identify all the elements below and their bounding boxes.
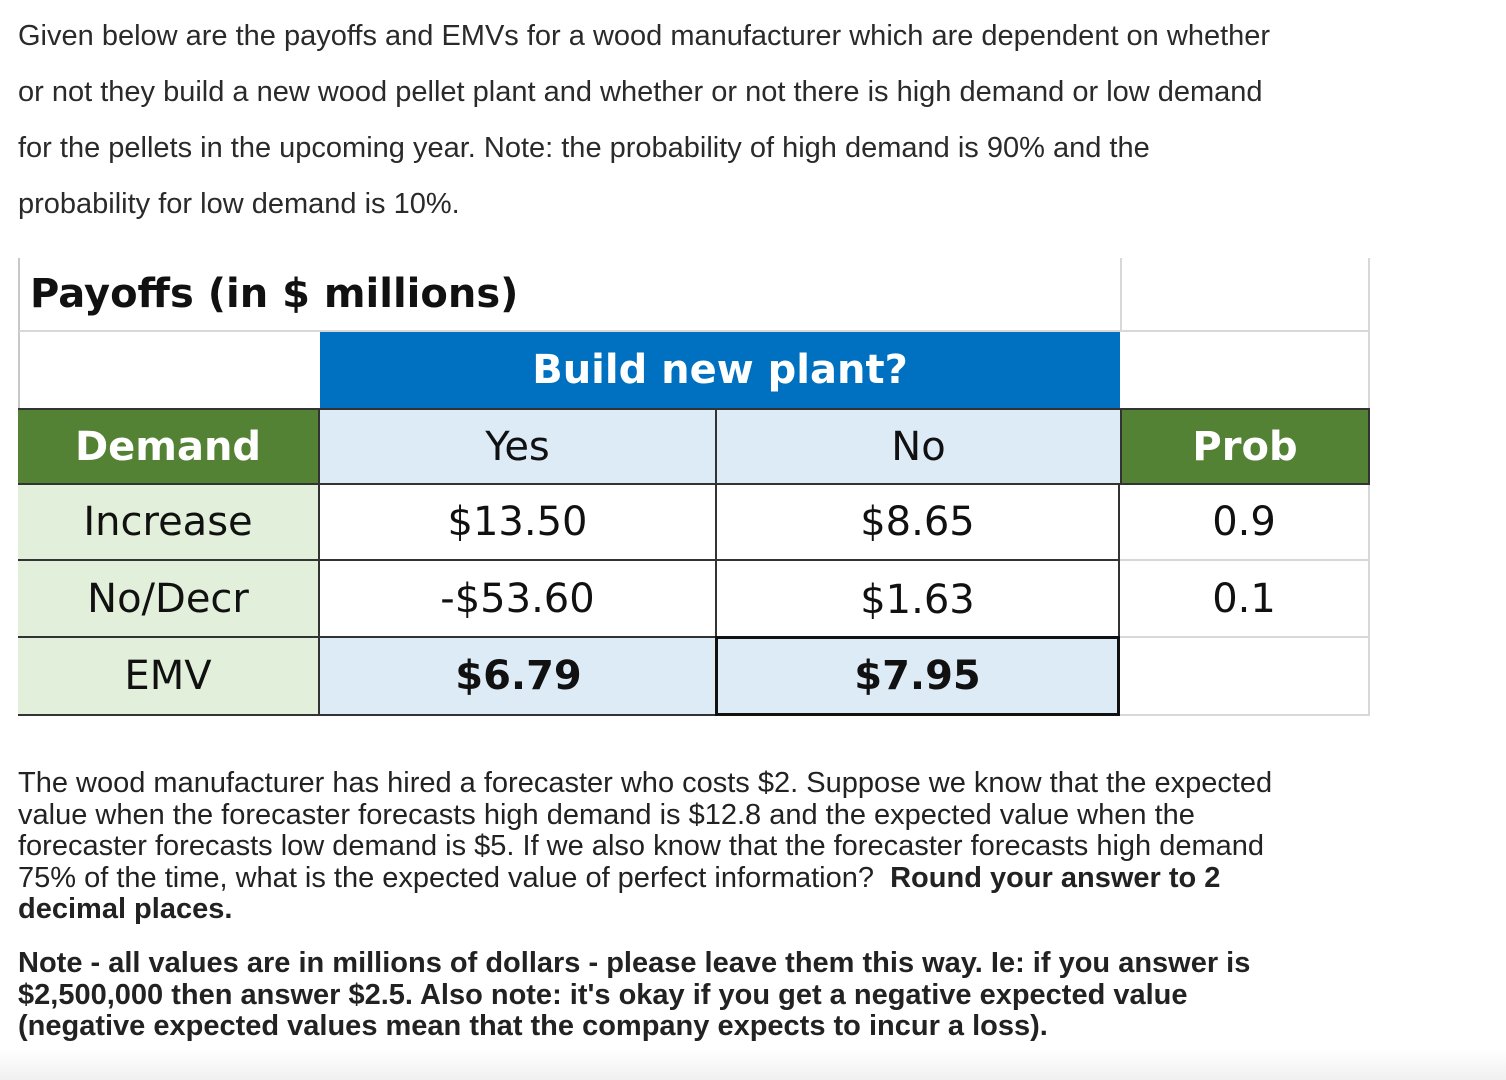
empty-cell xyxy=(1120,332,1370,408)
row-label-increase: Increase xyxy=(18,485,320,561)
intro-line: for the pellets in the upcoming year. No… xyxy=(18,132,1150,164)
note-paragraph: Note - all values are in millions of dol… xyxy=(18,947,1468,1043)
table-title: Payoffs (in $ millions) xyxy=(18,258,1120,332)
cell-nodecr-no: $1.63 xyxy=(717,561,1120,638)
cell-increase-yes: $13.50 xyxy=(320,485,717,561)
intro-paragraph: Given below are the payoffs and EMVs for… xyxy=(18,8,1478,232)
question-line: 75% of the time, what is the expected va… xyxy=(18,861,1468,895)
intro-line: Given below are the payoffs and EMVs for… xyxy=(18,20,1271,52)
question-paragraph: The wood manufacturer has hired a foreca… xyxy=(18,767,1468,926)
note-line: $2,500,000 then answer $2.5. Also note: … xyxy=(18,978,1188,1011)
intro-line: or not they build a new wood pellet plan… xyxy=(18,76,1263,108)
rounding-instruction-cont: decimal places. xyxy=(18,893,233,925)
empty-cell xyxy=(18,332,320,408)
cell-nodecr-prob: 0.1 xyxy=(1120,561,1370,638)
page-bottom-fade xyxy=(0,1050,1506,1080)
header-yes: Yes xyxy=(320,408,717,485)
cell-emv-no-selected: $7.95 xyxy=(715,636,1120,716)
cell-emv-yes: $6.79 xyxy=(320,638,717,716)
question-text: 75% of the time, what is the expected va… xyxy=(18,861,891,894)
question-line: decimal places. xyxy=(18,893,1468,926)
header-prob: Prob xyxy=(1120,408,1370,485)
question-line: The wood manufacturer has hired a foreca… xyxy=(18,767,1273,799)
rounding-instruction: Round your answer to 2 xyxy=(890,861,1221,894)
cell-nodecr-yes: -$53.60 xyxy=(320,561,717,638)
group-header-build-new-plant: Build new plant? xyxy=(320,332,1120,408)
cell-increase-no: $8.65 xyxy=(717,485,1120,561)
header-demand: Demand xyxy=(18,408,320,485)
cell-increase-prob: 0.9 xyxy=(1120,485,1370,561)
note-line: (negative expected values mean that the … xyxy=(18,1010,1048,1042)
header-no: No xyxy=(717,408,1120,485)
row-label-emv: EMV xyxy=(18,638,320,716)
row-label-no-decr: No/Decr xyxy=(18,561,320,638)
intro-line: probability for low demand is 10%. xyxy=(18,188,460,220)
question-line: forecaster forecasts low demand is $5. I… xyxy=(18,830,1265,862)
note-line: Note - all values are in millions of dol… xyxy=(18,947,1251,979)
question-line: value when the forecaster forecasts high… xyxy=(18,798,1195,831)
cell-emv-prob xyxy=(1120,638,1370,716)
empty-cell xyxy=(1120,258,1370,332)
